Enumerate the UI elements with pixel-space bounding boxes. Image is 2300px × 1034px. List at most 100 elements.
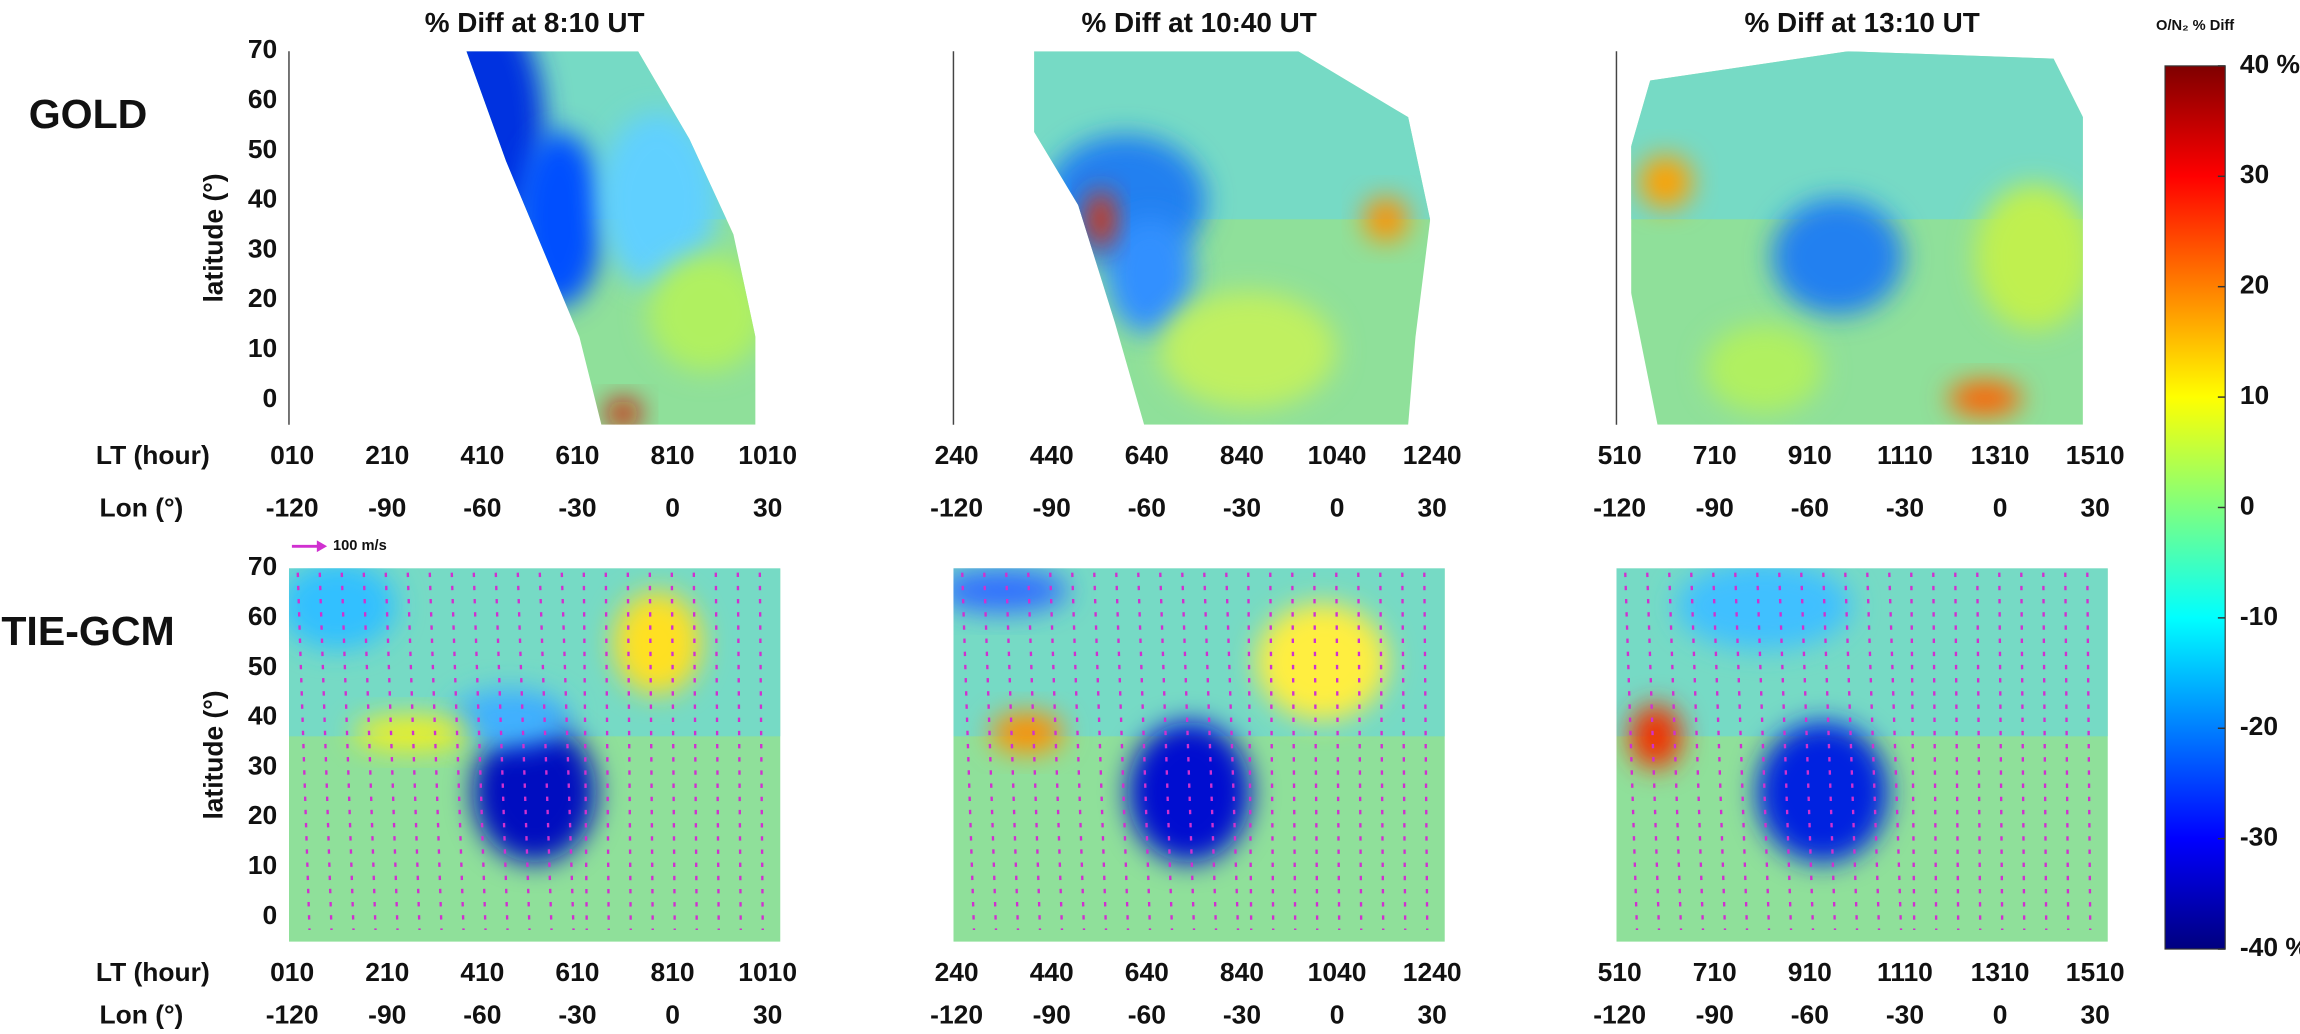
lon-tick-label: 0 (665, 493, 680, 523)
lt-tick-label: 1010 (738, 957, 797, 987)
y-tick-label: 50 (248, 134, 277, 164)
field-feature (647, 254, 756, 372)
y-tick-label: 10 (248, 850, 277, 880)
lt-tick-label: 810 (651, 957, 695, 987)
colorbar-tick-label: -20 (2240, 711, 2278, 741)
lon-tick-label: 30 (2080, 999, 2109, 1029)
field-feature (451, 688, 569, 747)
lon-tick-label: 30 (753, 493, 782, 523)
lt-tick-label: 1110 (1877, 440, 1933, 470)
lon-tick-label: 0 (665, 999, 680, 1029)
y-tick-label: 20 (248, 283, 277, 313)
lon-tick-label: -90 (1033, 999, 1071, 1029)
lon-tick-label: -90 (368, 999, 406, 1029)
lon-tick-label: -90 (1033, 493, 1071, 523)
lt-tick-label: 1240 (1403, 440, 1462, 470)
y-tick-label: 70 (248, 551, 277, 581)
lon-tick-label: -120 (266, 493, 319, 523)
lon-tick-label: -90 (1696, 999, 1734, 1029)
colorbar-tick-label: 40 % (2240, 49, 2300, 79)
heatmap-field (1631, 51, 2083, 425)
lt-tick-label: 710 (1693, 440, 1737, 470)
lon-tick-label: 0 (1330, 999, 1345, 1029)
field-feature (605, 398, 641, 425)
field-feature (1086, 190, 1116, 249)
field-feature (1771, 198, 1904, 316)
y-axis-label: latitude (°) (199, 173, 229, 302)
heatmap-field (1616, 568, 2108, 942)
lon-tick-label: 30 (753, 999, 782, 1029)
y-tick-label: 0 (263, 383, 278, 413)
y-tick-label: 60 (248, 84, 277, 114)
field-feature (1363, 197, 1408, 242)
lt-tick-label: 1310 (1971, 957, 2030, 987)
field-feature (1756, 722, 1889, 863)
colorbar-tick-label: -30 (2240, 822, 2278, 852)
y-tick-label: 0 (263, 900, 278, 930)
y-tick-label: 70 (248, 34, 277, 64)
lt-tick-label: 840 (1220, 440, 1264, 470)
lon-axis-label: Lon (°) (100, 999, 184, 1029)
lt-tick-label: 210 (365, 440, 409, 470)
lon-tick-label: 30 (1417, 493, 1446, 523)
field-feature (1948, 381, 2022, 417)
lt-tick-label: 1240 (1403, 957, 1462, 987)
lt-tick-label: 410 (460, 957, 504, 987)
lt-tick-label: 1510 (2066, 957, 2125, 987)
field-feature (1255, 603, 1388, 721)
y-tick-label: 30 (248, 750, 277, 780)
lt-tick-label: 010 (270, 957, 314, 987)
field-feature (473, 722, 597, 863)
lt-tick-label: 210 (365, 957, 409, 987)
colorbar-tick-label: 20 (2240, 270, 2269, 300)
lt-tick-label: 1510 (2066, 440, 2125, 470)
lon-tick-label: -30 (558, 493, 596, 523)
field-feature (1160, 291, 1337, 409)
lon-tick-label: -30 (1886, 493, 1924, 523)
lt-tick-label: 810 (651, 440, 695, 470)
heatmap-field (1034, 51, 1431, 425)
lt-tick-label: 1110 (1877, 957, 1933, 987)
panel-title: % Diff at 10:40 UT (1082, 7, 1317, 38)
lt-tick-label: 240 (935, 957, 979, 987)
y-tick-label: 40 (248, 184, 277, 214)
lt-axis-label: LT (hour) (96, 957, 210, 987)
y-axis-label: latitude (°) (199, 690, 229, 819)
lon-tick-label: -90 (1696, 493, 1734, 523)
colorbar-tick-label: -10 (2240, 601, 2278, 631)
lon-tick-label: -30 (558, 999, 596, 1029)
y-tick-label: 50 (248, 651, 277, 681)
field-feature (1127, 722, 1251, 863)
row-label: TIE-GCM (1, 608, 174, 654)
lt-tick-label: 910 (1788, 440, 1832, 470)
field-feature (1975, 183, 2083, 330)
y-tick-label: 10 (248, 333, 277, 363)
field-feature (1705, 324, 1823, 413)
lon-tick-label: -30 (1223, 999, 1261, 1029)
y-tick-label: 30 (248, 233, 277, 263)
heatmap-field (288, 568, 781, 942)
field-feature (990, 712, 1064, 754)
heatmap-field (953, 568, 1445, 942)
field-feature (953, 568, 1069, 613)
lon-tick-label: -60 (1128, 493, 1166, 523)
colorbar-label: O/N₂ % Diff (2156, 18, 2234, 34)
heatmap-field (466, 51, 756, 425)
lon-tick-label: -60 (1128, 999, 1166, 1029)
colorbar-tick-label: 30 (2240, 159, 2269, 189)
lt-tick-label: 1040 (1308, 957, 1367, 987)
lon-tick-label: -30 (1886, 999, 1924, 1029)
lt-tick-label: 010 (270, 440, 314, 470)
field-feature (515, 131, 604, 308)
lon-tick-label: 0 (1993, 999, 2008, 1029)
lt-tick-label: 440 (1030, 957, 1074, 987)
field-feature (598, 112, 717, 289)
lt-tick-label: 510 (1598, 957, 1642, 987)
lon-tick-label: 0 (1993, 493, 2008, 523)
lon-tick-label: -60 (1791, 493, 1829, 523)
lt-tick-label: 240 (935, 440, 979, 470)
lon-tick-label: 0 (1330, 493, 1345, 523)
lt-axis-label: LT (hour) (96, 440, 210, 470)
lt-tick-label: 640 (1125, 957, 1169, 987)
